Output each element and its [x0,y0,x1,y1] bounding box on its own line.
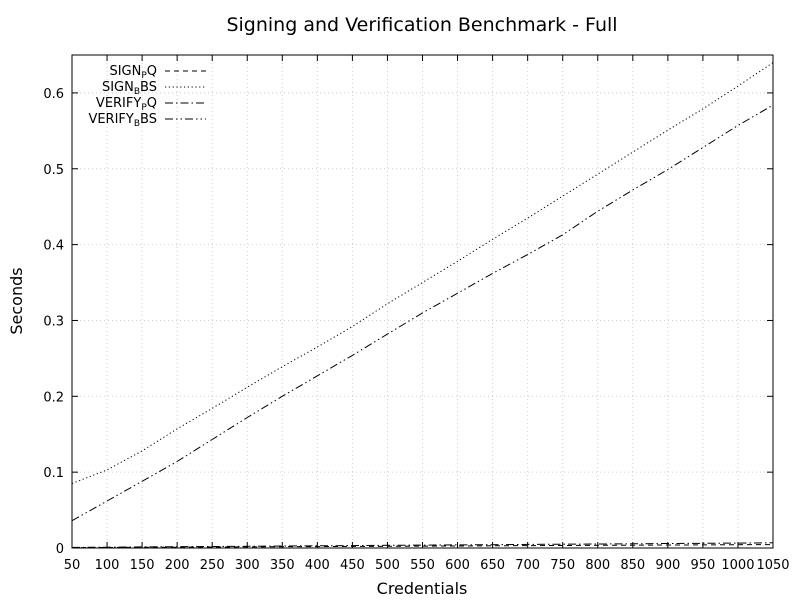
x-tick-label: 250 [200,558,225,573]
x-tick-label: 550 [410,558,435,573]
chart-title: Signing and Verification Benchmark - Ful… [226,14,617,36]
x-tick-label: 850 [620,558,645,573]
plot-frame [71,54,774,549]
x-tick-label: 700 [515,558,540,573]
x-tick-label: 600 [445,558,470,573]
x-tick-label: 750 [550,558,575,573]
grid [72,55,773,548]
x-tick-label: 50 [64,558,81,573]
axis-ticks: 50 100 150 200 250 300 350 400 450 500 550 600 650 70… [43,55,790,573]
y-tick-label: 0.2 [43,390,64,405]
y-tick-label: 0.4 [43,239,64,254]
series-lines [71,62,774,549]
x-tick-label: 800 [585,558,610,573]
x-tick-label: 300 [235,558,260,573]
x-tick-label: 350 [270,558,295,573]
x-tick-label: 900 [655,558,680,573]
legend-label-verify-pq: VERIFYPQ [96,96,157,113]
x-tick-label: 150 [130,558,155,573]
x-tick-label: 450 [340,558,365,573]
series-line-sign-bbs [71,62,774,484]
y-tick-label: 0.3 [43,314,64,329]
x-tick-label: 200 [165,558,190,573]
y-tick-label: 0.6 [43,87,64,102]
legend-label-sign-pq: SIGNPQ [109,64,157,81]
x-tick-label: 650 [480,558,505,573]
x-tick-label: 100 [95,558,120,573]
legend-label-verify-bbs: VERIFYBBS [88,112,157,129]
x-tick-label: 400 [305,558,330,573]
x-tick-label: 950 [690,558,715,573]
y-tick-label: 0.1 [43,466,64,481]
series-line-verify-bbs [71,104,774,522]
y-tick-label: 0 [56,542,64,557]
x-tick-label: 1050 [756,558,789,573]
legend-label-sign-bbs: SIGNBBS [102,80,157,97]
y-tick-label: 0.5 [43,163,64,178]
x-axis-label: Credentials [377,579,468,598]
x-tick-label: 1000 [721,558,754,573]
y-axis-label: Seconds [7,267,26,334]
x-tick-label: 500 [375,558,400,573]
